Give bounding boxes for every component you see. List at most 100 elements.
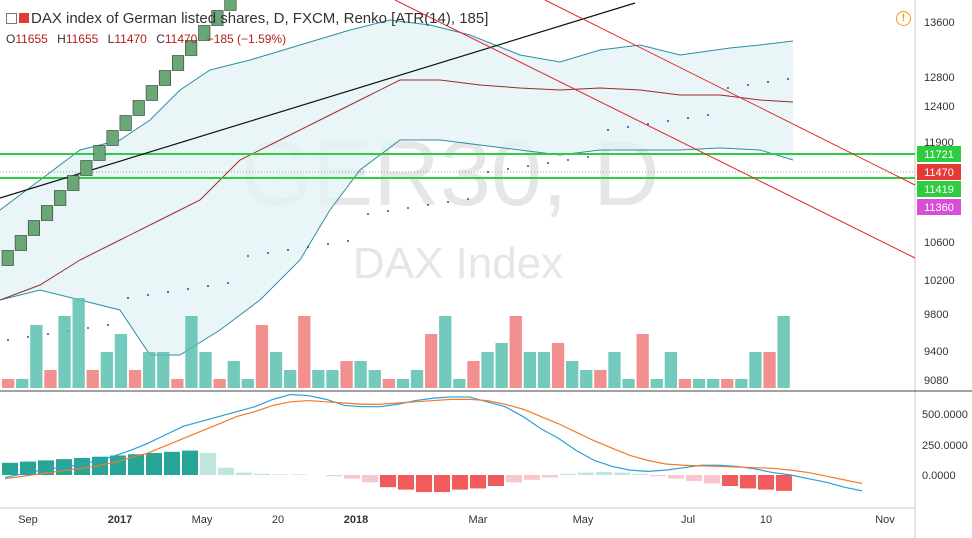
volume-bar [2,379,15,388]
renko-brick [40,205,54,221]
renko-brick [14,235,27,251]
x-tick-label: 20 [272,514,284,526]
macd-histogram-bar [506,475,522,483]
macd-histogram-bar [704,475,720,484]
x-tick-label: Nov [875,514,895,526]
volume-bar [284,370,297,388]
watermark-name: DAX Index [353,239,563,288]
x-tick-label: Mar [469,514,488,526]
sar-dot [767,81,769,83]
macd-histogram-bar [2,462,18,475]
macd-histogram-bar [560,473,576,475]
volume-bar [58,316,71,388]
sar-dot [547,162,549,164]
volume-bar [143,352,156,388]
chart-header: DAX index of German listed shares, D, FX… [0,0,915,50]
renko-brick [132,100,145,116]
volume-bar [157,352,170,388]
sar-dot [127,297,129,299]
sar-dot [47,333,49,335]
macd-histogram-bar [578,472,594,475]
sar-dot [467,198,469,200]
ohlc-change: −185 (−1.59%) [206,32,287,46]
macd-histogram-bar [434,475,450,493]
macd-histogram-bar [146,453,162,475]
macd-histogram-bar [236,472,252,475]
volume-bar [763,352,776,388]
x-tick-label: May [192,514,213,526]
ohlc-close-value: 11470 [164,32,198,46]
sar-dot [367,213,369,215]
price-tick-label: 13600 [924,17,955,29]
sar-dot [607,129,609,131]
macd-histogram-bar [650,475,666,477]
x-tick-label: 10 [760,514,772,526]
chart-title-text: DAX index of German listed shares, D, FX… [31,10,489,27]
macd-histogram-bar [110,455,126,475]
macd-line [4,393,863,492]
volume-bar [777,316,790,388]
ohlc-readout: O11655 H11655 L11470 C11470 −185 (−1.59%… [6,32,292,46]
sar-dot [527,165,529,167]
channel-line-upper [544,0,916,186]
sar-dot [727,87,729,89]
sar-dot [647,123,649,125]
renko-brick [54,190,67,206]
sar-dot [627,126,629,128]
sar-dot [167,291,169,293]
price-label-bg [917,199,961,215]
sar-dot [307,246,309,248]
renko-brick [172,55,185,71]
sar-dot [287,249,289,251]
x-tick-label: Sep [18,514,38,526]
volume-bar [30,325,43,388]
renko-brick [185,40,198,56]
collapse-icon[interactable] [6,13,17,24]
sar-dot [347,240,349,242]
macd-histogram-bar [542,475,558,478]
price-tick-label: 12800 [924,72,955,84]
volume-bar [622,379,635,388]
macd-histogram-bar [254,473,270,475]
volume-bar [481,352,494,388]
sar-dot [147,294,149,296]
renko-brick [27,220,41,236]
channel-line-lower [394,0,916,259]
volume-bar [692,379,706,388]
volume-bar [735,379,748,388]
sar-dot [7,339,9,341]
renko-brick [145,85,158,101]
x-tick-label: 2018 [344,514,368,526]
macd-histogram-bar [362,475,378,483]
macd-histogram-bar [182,450,198,475]
sar-dot [787,78,789,80]
volume-bar [707,379,720,388]
volume-bar [269,352,283,388]
macd-histogram-bar [740,475,756,489]
price-label-bg [917,146,961,162]
sar-dot [407,207,409,209]
alert-clock-icon[interactable]: ! [896,11,911,26]
bollinger-upper [0,19,794,211]
volume-bar [128,370,142,388]
macd-histogram-bar [524,475,540,480]
macd-histogram-bar [596,471,612,475]
volume-bar [495,343,508,388]
x-tick-label: 2017 [108,514,132,526]
ohlc-low-value: 11470 [114,32,147,46]
renko-brick [106,130,119,146]
macd-histogram-bar [398,475,414,490]
volume-bar [382,379,395,388]
price-label-bg [917,164,961,180]
price-tick-label: 9800 [924,309,948,321]
macd-tick-label: 0.0000 [922,470,956,482]
volume-bar [551,343,565,388]
price-label: 11470 [924,167,954,179]
signal-line [4,398,863,485]
volume-bar [255,325,269,388]
volume-bar [213,379,226,388]
macd-histogram-bar [38,460,54,475]
macd-histogram-bar [686,475,702,482]
sar-dot [87,327,89,329]
